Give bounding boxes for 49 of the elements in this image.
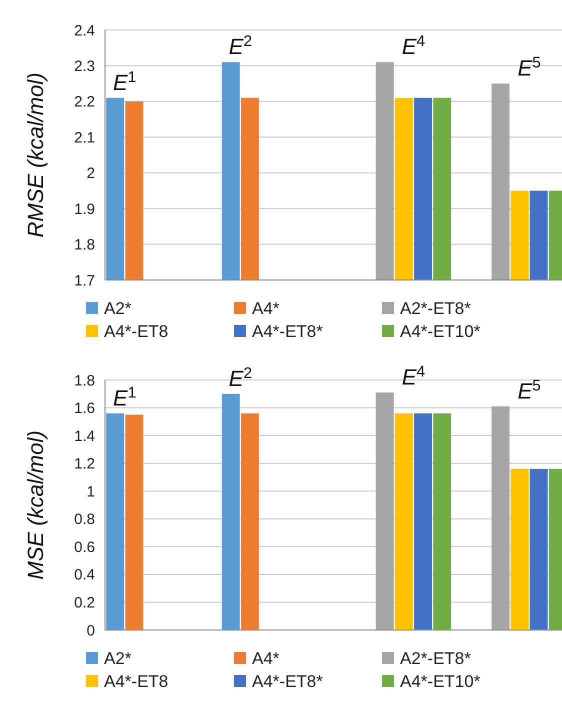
legend-label: A2*-ET8* <box>400 648 472 668</box>
y-tick-label: 1.6 <box>74 400 95 418</box>
bar <box>222 394 240 630</box>
bar <box>376 392 394 630</box>
bar <box>240 413 259 630</box>
y-tick-label: 2 <box>86 165 95 182</box>
y-tick-label: 2.4 <box>74 22 95 40</box>
y-tick-label: 1.8 <box>74 236 95 254</box>
bar <box>492 406 510 630</box>
legend-label: A4*-ET8 <box>104 672 168 691</box>
y-tick-label: 0.8 <box>74 511 95 528</box>
y-tick-label: 0.4 <box>74 566 95 584</box>
legend-label: A4*-ET8* <box>252 672 324 691</box>
y-tick-label: 0.2 <box>74 594 95 612</box>
legend-label: A4*-ET10* <box>400 672 481 691</box>
y-tick-label: 2.3 <box>74 58 95 75</box>
annotation: E$^{4}$ <box>402 363 426 390</box>
y-tick-label: 1 <box>86 483 95 500</box>
y-tick-label: 2.1 <box>74 129 95 146</box>
y-tick-label: 1.9 <box>74 200 95 218</box>
bar <box>125 414 144 630</box>
legend-label: A4*-ET10* <box>400 322 481 341</box>
legend-label: A4*-ET8* <box>252 322 324 341</box>
y-tick-label: 0 <box>86 622 95 640</box>
legend-label: A2* <box>104 648 132 668</box>
legend-label: A4*-ET8 <box>104 322 168 341</box>
annotation: E$^{2}$ <box>228 364 252 391</box>
bar <box>510 468 529 630</box>
y-tick-label: 1.4 <box>74 428 95 445</box>
legend-label: A4* <box>252 648 280 668</box>
legend-label: A2* <box>104 298 132 318</box>
bar <box>414 413 432 630</box>
y-tick-label: 0.6 <box>74 538 95 556</box>
annotation: E$^{4}$ <box>402 32 426 60</box>
y-tick-label: 1.2 <box>74 456 95 473</box>
y-axis-title: RMSE (kcal/mol) <box>23 72 48 238</box>
annotation: E$^{2}$ <box>228 32 252 60</box>
annotation: E$^{1}$ <box>113 384 136 410</box>
y-tick-label: 2.2 <box>74 94 95 111</box>
annotation: E$^{1}$ <box>113 68 136 95</box>
y-axis-title: MSE (kcal/mol) <box>23 430 48 580</box>
bar <box>394 413 413 630</box>
legend-label: A2*-ET8* <box>400 298 472 318</box>
bar <box>106 413 124 630</box>
legend-label: A4* <box>252 298 280 318</box>
y-tick-label: 1.8 <box>74 372 95 390</box>
y-tick-label: 1.7 <box>74 272 95 290</box>
annotation: E$^{5}$ <box>518 376 541 404</box>
annotation: E$^{5}$ <box>518 54 541 81</box>
